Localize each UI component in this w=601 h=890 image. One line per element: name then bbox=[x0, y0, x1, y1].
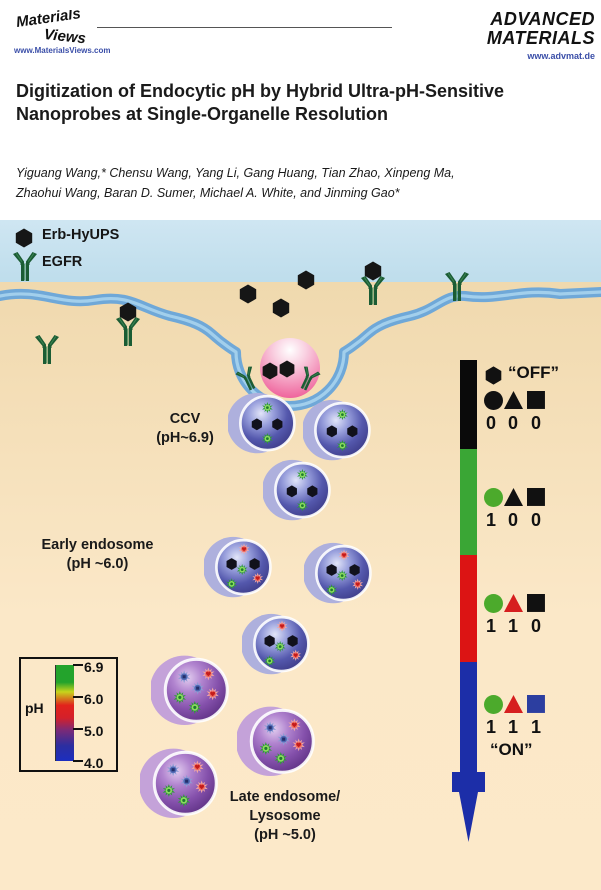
svg-text:Views: Views bbox=[43, 26, 87, 47]
